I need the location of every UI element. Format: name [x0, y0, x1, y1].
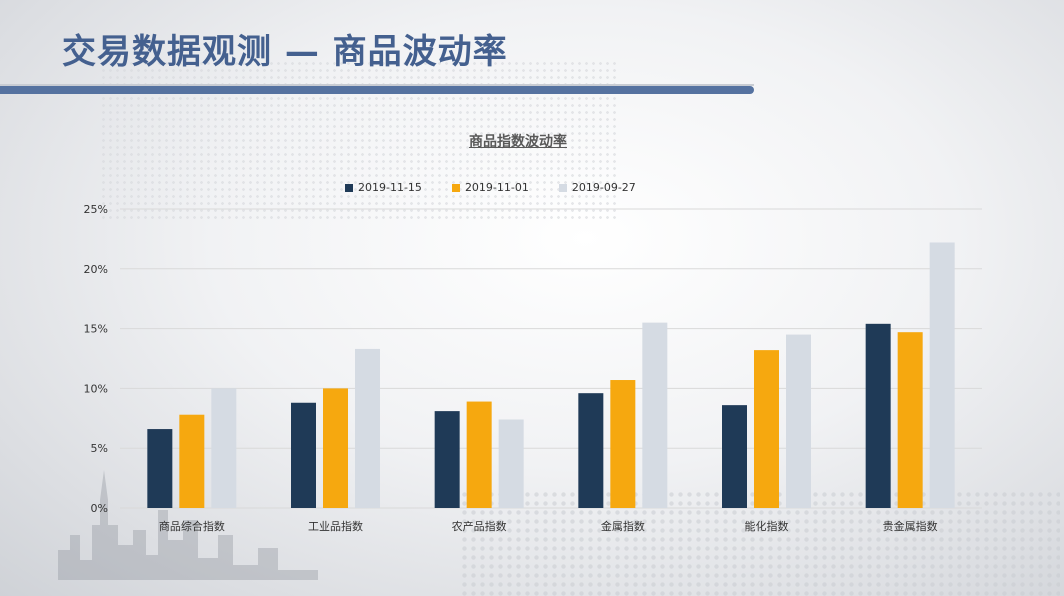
y-tick-label-0: 0%: [91, 502, 108, 515]
y-tick-label-1: 5%: [91, 442, 108, 455]
bar-3-2: [355, 348, 380, 508]
bar-2-2: [323, 388, 348, 508]
legend-label-series-2: 2019-11-01: [464, 181, 529, 194]
legend-item-series-3: 2019-09-27: [558, 181, 636, 194]
y-tick-label-4: 20%: [84, 263, 108, 276]
bar-1-3: [434, 411, 460, 508]
bar-1-2: [291, 402, 316, 508]
x-tick-label-6: 贵金属指数: [883, 519, 938, 533]
legend-label-series-3: 2019-09-27: [571, 181, 636, 194]
slide-title: 交易数据观测 — 商品波动率: [62, 32, 508, 72]
legend-swatch-series-3: [558, 183, 567, 192]
bar-3-4: [642, 322, 668, 508]
bar-2-5: [754, 350, 779, 508]
bar-1-5: [722, 405, 747, 508]
y-tick-label-5: 25%: [84, 203, 108, 216]
y-tick-label-3: 15%: [84, 323, 108, 336]
y-tick-label-2: 10%: [84, 382, 108, 395]
bar-1-6: [865, 323, 891, 508]
chart-title: 商品指数波动率: [469, 134, 567, 150]
legend-swatch-series-2: [451, 183, 460, 192]
bar-3-6: [929, 242, 955, 508]
legend-swatch-series-1: [345, 183, 353, 192]
title-underline-bar: [0, 84, 754, 94]
bar-2-4: [610, 380, 636, 508]
bar-3-1: [211, 388, 237, 508]
bar-2-3: [466, 401, 492, 508]
x-tick-label-3: 农产品指数: [452, 519, 507, 533]
legend-item-series-1: 2019-11-15: [345, 181, 422, 194]
city-skyline-decoration: [58, 470, 318, 580]
x-tick-label-1: 商品综合指数: [159, 519, 225, 533]
legend-label-series-1: 2019-11-15: [358, 181, 422, 194]
x-tick-label-4: 金属指数: [601, 519, 645, 533]
x-tick-label-5: 能化指数: [745, 519, 789, 533]
bar-1-4: [578, 393, 604, 508]
bar-2-6: [897, 332, 923, 508]
legend-item-series-2: 2019-11-01: [451, 181, 529, 194]
x-tick-label-2: 工业品指数: [308, 519, 363, 533]
bar-1-1: [147, 429, 173, 508]
bar-2-1: [179, 414, 205, 508]
bar-3-3: [498, 419, 524, 508]
chart-legend: 2019-11-15 2019-11-01 2019-09-27: [345, 181, 636, 194]
bar-3-5: [786, 334, 811, 508]
